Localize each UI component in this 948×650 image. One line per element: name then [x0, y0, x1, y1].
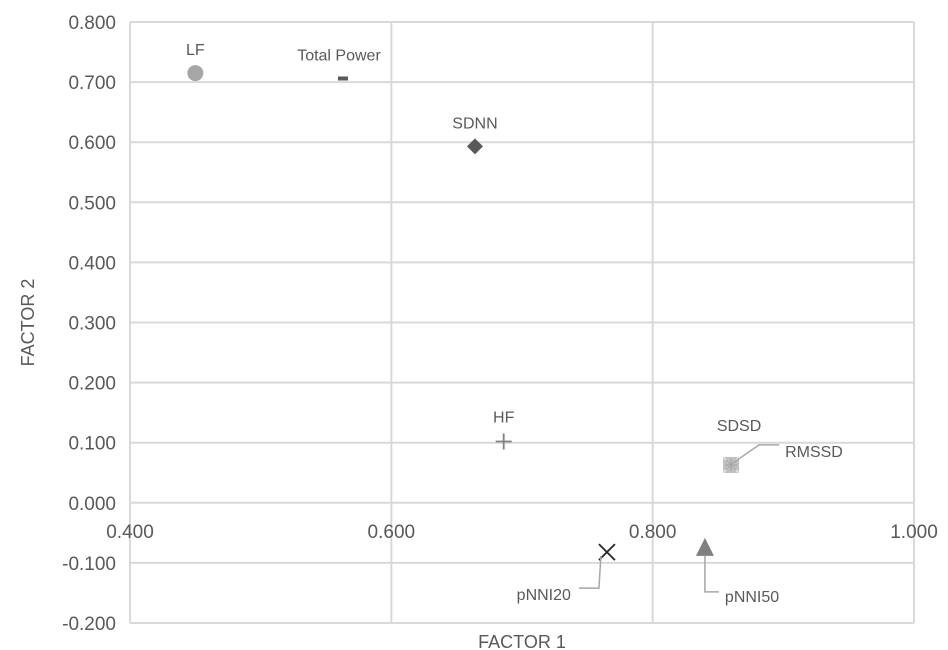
y-tick-label: 0.100	[68, 434, 116, 455]
rmssd-leader-line	[732, 444, 780, 464]
rmssd-point	[725, 458, 738, 471]
pnni50-point	[695, 537, 714, 556]
data-labels: LF Total Power SDNN HF SDSD RMSSD pNNI20 pNNI50	[186, 42, 843, 606]
data-label: RMSSD	[785, 444, 843, 461]
data-label: SDNN	[452, 115, 497, 132]
pnni50-leader-line	[704, 555, 719, 593]
grid	[129, 21, 915, 624]
hf-point	[495, 433, 512, 450]
tick-labels: -0.200 -0.100 0.000 0.100 0.200 0.300 0.400 0.5…	[62, 13, 938, 635]
sdnn-point	[466, 138, 483, 155]
data-label: pNNI50	[725, 589, 779, 606]
y-tick-label: -0.100	[62, 554, 116, 575]
y-tick-label: 0.700	[68, 73, 116, 94]
total-power-point	[337, 76, 348, 81]
data-label: pNNI20	[517, 587, 571, 604]
lf-point	[187, 65, 204, 82]
data-label: HF	[493, 409, 515, 426]
data-label: SDSD	[717, 418, 761, 435]
y-tick-label: -0.200	[62, 614, 116, 635]
y-tick-label: 0.800	[68, 13, 116, 34]
pnni20-leader-line	[578, 556, 602, 589]
y-axis-title: FACTOR 2	[18, 279, 38, 367]
y-tick-label: 0.400	[68, 253, 116, 274]
y-tick-label: 0.500	[68, 193, 116, 214]
data-label: Total Power	[297, 47, 381, 64]
x-tick-label: 0.600	[368, 522, 416, 543]
data-points	[187, 65, 740, 561]
y-tick-label: 0.300	[68, 314, 116, 335]
y-tick-label: 0.000	[68, 494, 116, 515]
data-label: LF	[186, 42, 205, 59]
x-axis-title: FACTOR 1	[478, 632, 566, 650]
y-tick-label: 0.600	[68, 133, 116, 154]
x-tick-label: 0.400	[106, 522, 154, 543]
y-tick-label: 0.200	[68, 374, 116, 395]
x-tick-label: 0.800	[629, 522, 677, 543]
x-tick-label: 1.000	[890, 522, 938, 543]
